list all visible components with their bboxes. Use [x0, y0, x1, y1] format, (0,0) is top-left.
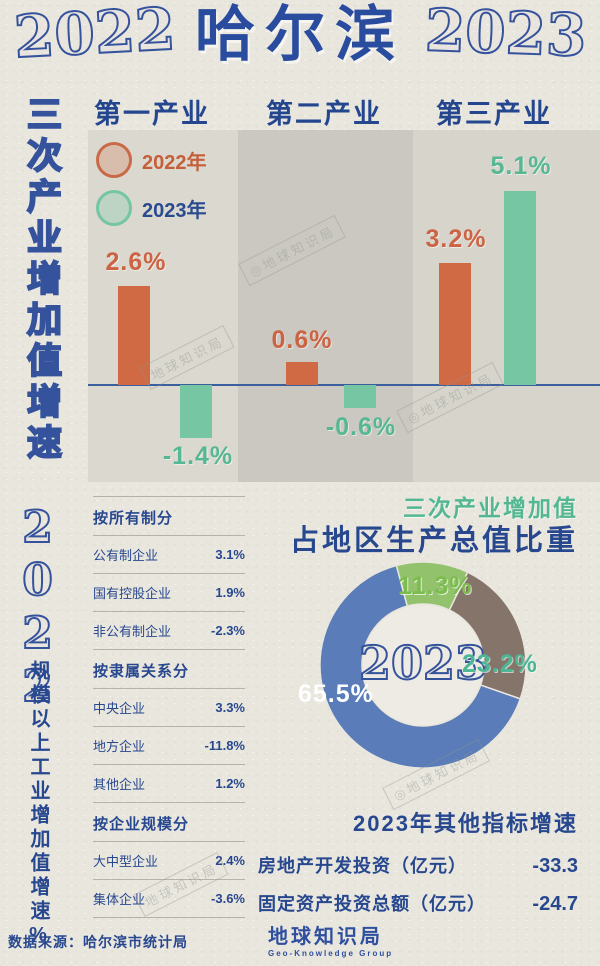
indicator-label: 固定资产投资总额（亿元）: [258, 894, 486, 914]
vertical-year-2022: 2022: [11, 501, 64, 715]
row-value: 3.1%: [215, 547, 245, 562]
bar-2022-primary: [118, 286, 150, 385]
bar-value-2023-primary: -1.4%: [162, 442, 234, 470]
table-row: 中央企业 3.3%: [93, 689, 245, 727]
table-row: 其他企业 1.2%: [93, 765, 245, 803]
bar-2022-tertiary: [439, 263, 471, 385]
indicator-value: -24.7: [532, 893, 578, 915]
donut-title-line2: 占地区生产总值比重: [289, 525, 578, 557]
logo-title: 地球知识局: [268, 926, 383, 948]
table-row: 大中型企业 2.4%: [93, 842, 245, 880]
slice-label-blue: 65.5%: [298, 680, 374, 708]
donut-center-year: 2023: [358, 635, 488, 691]
other-indicators: 2023年其他指标增速 房地产开发投资（亿元） -33.3 固定资产投资总额（亿…: [258, 806, 578, 928]
row-value: 1.2%: [215, 776, 245, 791]
row-label: 大中型企业: [93, 854, 159, 869]
table-row: 集体企业 -3.6%: [93, 880, 245, 918]
slice-label-brown: 23.2%: [462, 650, 538, 678]
row-label: 其他企业: [93, 777, 146, 792]
indicators-title: 2023年其他指标增速: [353, 811, 578, 836]
table-row: 国有控股企业 1.9%: [93, 574, 245, 612]
panel-secondary: [238, 130, 413, 482]
bar-chart: 2022年 2023年 2.6% -1.4% 0.6% -0.6% 3.2% 5…: [88, 130, 600, 485]
legend-item-2023: 2023年: [96, 190, 207, 226]
data-source: 数据来源：哈尔滨市统计局: [8, 934, 188, 950]
logo-subtitle: Geo-Knowledge Group: [268, 949, 394, 958]
page-title: 哈尔滨: [195, 1, 405, 68]
table-section-size: 按企业规模分: [93, 803, 245, 842]
bar-value-2023-tertiary: 5.1%: [490, 152, 552, 180]
table-row: 地方企业 -11.8%: [93, 727, 245, 765]
indicator-value: -33.3: [532, 855, 578, 877]
panel-primary: [88, 130, 238, 482]
donut-hole: [363, 605, 483, 725]
table-section-affiliation: 按隶属关系分: [93, 650, 245, 689]
row-label: 中央企业: [93, 701, 146, 716]
table-row: 非公有制企业 -2.3%: [93, 612, 245, 650]
vertical-title-industrial: 规模以上工业增加值增速%: [27, 660, 49, 950]
bar-2023-tertiary: [504, 191, 536, 385]
bar-value-2022-secondary: 0.6%: [271, 326, 333, 354]
row-label: 集体企业: [93, 892, 146, 907]
indicator-row: 固定资产投资总额（亿元） -24.7: [258, 890, 578, 916]
industrial-growth-table: 按所有制分 公有制企业 3.1% 国有控股企业 1.9% 非公有制企业 -2.3…: [93, 496, 245, 918]
category-secondary-industry: 第二产业: [266, 99, 382, 129]
row-value: -3.6%: [211, 891, 245, 906]
legend-dot-2023-icon: [96, 190, 132, 226]
row-label: 国有控股企业: [93, 586, 172, 601]
bar-2022-secondary: [286, 362, 318, 385]
donut-slice: [319, 564, 522, 769]
indicator-label: 房地产开发投资（亿元）: [258, 856, 467, 876]
bar-value-2023-secondary: -0.6%: [325, 413, 397, 441]
legend-label-2023: 2023年: [142, 199, 207, 222]
legend-dot-2022-icon: [96, 142, 132, 178]
donut-title-line1: 三次产业增加值: [403, 495, 578, 521]
row-label: 公有制企业: [93, 548, 159, 563]
category-tertiary-industry: 第三产业: [436, 99, 552, 129]
slice-label-green: 11.3%: [398, 572, 473, 600]
bar-2023-secondary: [344, 385, 376, 408]
publisher-logo: 地球知识局 Geo-Knowledge Group: [268, 920, 393, 958]
bar-value-2022-primary: 2.6%: [105, 248, 167, 276]
legend-item-2022: 2022年: [96, 142, 207, 178]
category-primary-industry: 第一产业: [94, 99, 210, 129]
table-row: 公有制企业 3.1%: [93, 536, 245, 574]
row-value: 3.3%: [215, 700, 245, 715]
bar-value-2022-tertiary: 3.2%: [425, 225, 487, 253]
indicator-row: 房地产开发投资（亿元） -33.3: [258, 852, 578, 878]
row-value: -2.3%: [211, 623, 245, 638]
chart-legend: 2022年 2023年: [96, 142, 207, 238]
row-value: -11.8%: [204, 738, 245, 753]
row-value: 1.9%: [215, 585, 245, 600]
row-label: 地方企业: [93, 739, 146, 754]
table-section-ownership: 按所有制分: [93, 497, 245, 536]
header-year-2023: 2023: [422, 0, 588, 71]
row-value: 2.4%: [215, 853, 245, 868]
row-label: 非公有制企业: [93, 624, 172, 639]
legend-label-2022: 2022年: [142, 151, 207, 174]
donut-chart: [319, 561, 527, 769]
bar-2023-primary: [180, 385, 212, 439]
vertical-title-growth: 三次产业增加值增速: [21, 95, 62, 466]
